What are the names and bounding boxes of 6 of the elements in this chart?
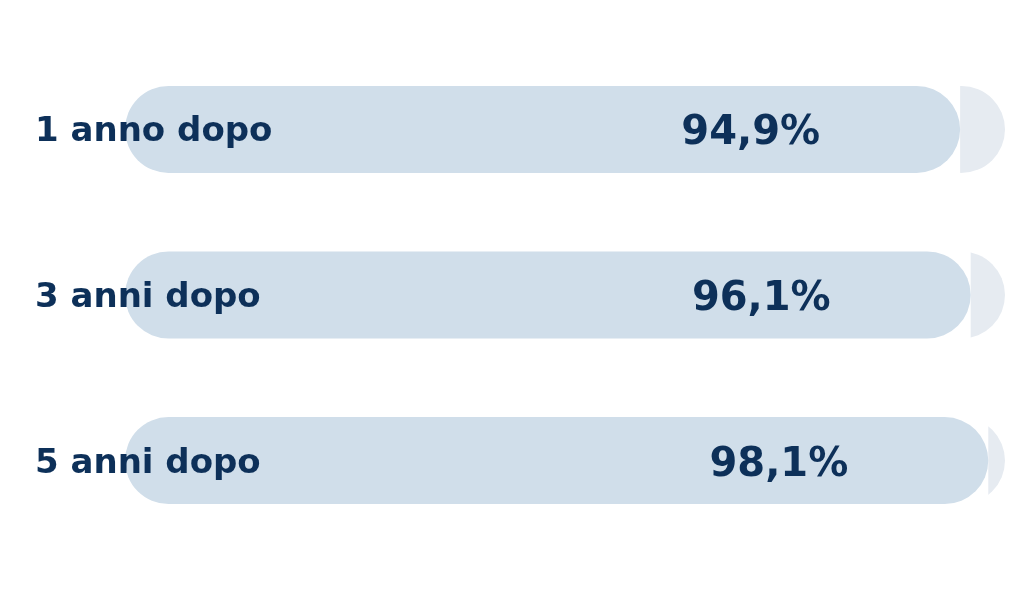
data-label: 96,1% [691, 273, 831, 319]
y-tick-label: 3 anni dopo [35, 275, 261, 315]
data-label: 94,9% [681, 107, 821, 154]
data-label: 98,1% [709, 438, 849, 485]
y-tick-label: 5 anni dopo [35, 440, 261, 481]
y-tick-label: 1 anno dopo [35, 109, 273, 150]
